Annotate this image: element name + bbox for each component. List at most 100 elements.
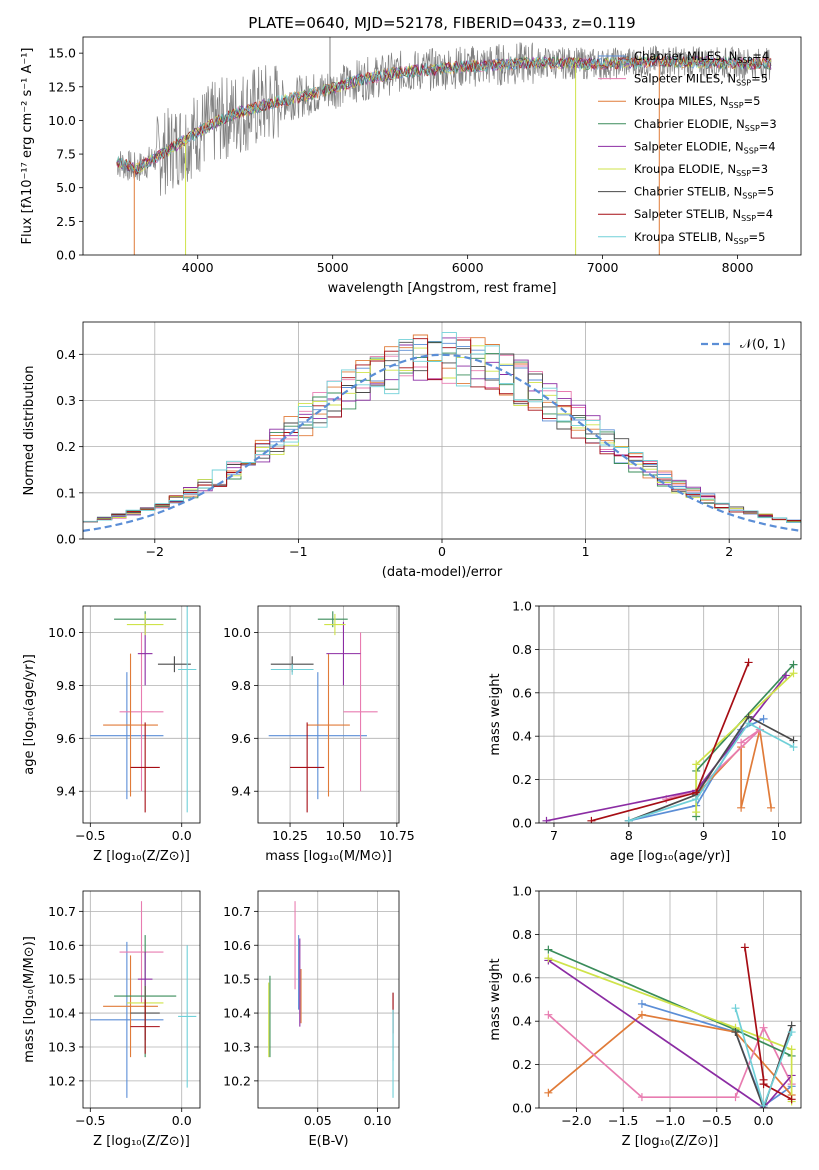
plot-area: [90, 901, 197, 1098]
legend-label: Salpeter STELIB, N: [634, 207, 741, 221]
plus-marker: [544, 1010, 553, 1019]
x-axis-label: Z [log₁₀(Z/Z⊙)]: [622, 1134, 719, 1149]
errorbar-point: [103, 955, 158, 1058]
plus-marker: [759, 714, 768, 723]
model-spectrum-line: [116, 55, 772, 175]
legend-suffix: =3: [751, 162, 768, 176]
y-tick-label: 1.0: [512, 884, 532, 899]
errorbar-point: [307, 653, 350, 797]
legend-label: Salpeter MILES, N: [634, 72, 736, 86]
errorbar-point: [178, 945, 197, 1088]
x-tick-label: −1.5: [608, 1113, 638, 1128]
plot-area: [544, 943, 796, 1108]
x-tick-label: 10.25: [272, 828, 308, 843]
legend-label: Chabrier MILES, N: [634, 49, 737, 63]
y-axis-label: mass [log₁₀(M/M⊙)]: [22, 936, 37, 1063]
plus-marker: [637, 1093, 646, 1102]
x-tick-label: 0.10: [364, 1113, 392, 1128]
plus-marker: [740, 943, 749, 952]
y-tick-label: 0.2: [512, 1057, 532, 1072]
errorbar-point: [103, 653, 158, 797]
x-tick-label: −1: [289, 544, 307, 559]
plus-marker: [759, 1101, 768, 1108]
x-tick-label: −2.0: [561, 1113, 591, 1128]
y-tick-label: 0.8: [512, 927, 532, 942]
y-axis-label: mass weight: [488, 673, 503, 755]
y-tick-label: 10.6: [48, 938, 76, 953]
x-tick-label: 2: [725, 544, 733, 559]
x-tick-label: 9: [700, 828, 708, 843]
y-tick-label: 5.0: [56, 180, 76, 195]
legend-label: Chabrier ELODIE, N: [634, 117, 745, 131]
legend-suffix: =4: [756, 207, 773, 221]
y-tick-label: 10.0: [223, 625, 251, 640]
plus-marker: [624, 816, 633, 823]
mass-weight-line: [547, 959, 793, 1108]
y-tick-label: 0.2: [512, 772, 532, 787]
legend-entry: Chabrier STELIB, NSSP=5: [634, 185, 774, 201]
x-tick-label: 6000: [452, 260, 484, 275]
mass-weight-line: [628, 722, 794, 822]
plus-marker: [544, 1088, 553, 1097]
y-tick-label: 10.0: [48, 113, 76, 128]
x-tick-label: −0.5: [75, 828, 105, 843]
x-tick-label: 10: [771, 828, 787, 843]
legend-label: Kroupa STELIB, N: [634, 230, 734, 244]
legend-sub: SSP: [729, 101, 744, 110]
plus-marker: [544, 945, 553, 954]
legend-suffix: =5: [757, 185, 774, 199]
panel-age-vs-Z: −0.5 0.0 9.4 9.6 9.8 10.0 Z [log₁₀(Z/Z⊙)] age […: [22, 605, 201, 864]
y-tick-label: 10.7: [223, 904, 251, 919]
plus-marker: [587, 816, 596, 823]
axes-frame: [257, 890, 400, 1109]
y-tick-label: 0.6: [512, 685, 532, 700]
legend-label: Salpeter ELODIE, N: [634, 139, 744, 153]
legend-entry: Salpeter STELIB, NSSP=4: [634, 207, 773, 223]
plus-marker: [789, 660, 798, 669]
plot-area: [542, 658, 798, 823]
y-tick-label: 0.8: [512, 642, 532, 657]
y-tick-label: 10.7: [48, 904, 76, 919]
y-tick-label: 9.8: [231, 678, 251, 693]
errorbar-point: [130, 999, 160, 1054]
mass-weight-line: [548, 957, 793, 1102]
x-tick-label: 8: [625, 828, 633, 843]
y-tick-label: 10.2: [48, 1073, 76, 1088]
y-axis-label: Normed distribution: [22, 366, 37, 496]
plus-marker: [737, 738, 746, 747]
legend-suffix: =4: [759, 139, 776, 153]
axes-frame: [82, 36, 802, 256]
y-tick-label: 9.4: [56, 784, 76, 799]
y-tick-label: 12.5: [48, 79, 76, 94]
legend-entry: Salpeter ELODIE, NSSP=4: [634, 139, 776, 155]
mass-weight-line: [628, 715, 794, 822]
legend-sub: SSP: [744, 146, 759, 155]
plot-area: [268, 901, 394, 1098]
x-tick-label: −0.5: [75, 1113, 105, 1128]
legend-sub: SSP: [734, 237, 749, 246]
y-tick-label: 9.6: [231, 731, 251, 746]
x-axis-label: age [log₁₀(age/yr)]: [610, 849, 731, 864]
legend-sub: SSP: [736, 169, 751, 178]
legend-suffix: =5: [749, 230, 766, 244]
errorbar-point: [326, 621, 361, 686]
legend-label: Kroupa ELODIE, N: [634, 162, 736, 176]
plus-marker: [692, 760, 701, 769]
panel-mass-vs-EBV: 0.05 0.10 10.2 10.3 10.4 10.5 10.6 10.7 E(B-V): [223, 890, 400, 1149]
panel-mass-weight-vs-age: 7 8 9 10 0.0 0.2 0.4 0.6 0.8 1.0 age [log₁₀(age/yr…: [488, 599, 802, 864]
errorbar-point: [90, 672, 164, 800]
errorbar-point: [157, 656, 191, 673]
legend-sub: SSP: [736, 79, 751, 88]
x-tick-label: 7: [550, 828, 558, 843]
y-tick-label: 0.4: [512, 1014, 532, 1029]
plus-marker: [731, 1004, 740, 1013]
legend-entry: Kroupa MILES, NSSP=5: [634, 94, 760, 110]
legend-suffix: =5: [751, 72, 768, 86]
y-tick-label: 10.5: [48, 972, 76, 987]
plus-marker: [544, 954, 553, 963]
axes-frame: [82, 890, 201, 1109]
plus-marker: [731, 1028, 740, 1037]
plus-marker: [744, 658, 753, 667]
plot-area: [83, 332, 801, 532]
